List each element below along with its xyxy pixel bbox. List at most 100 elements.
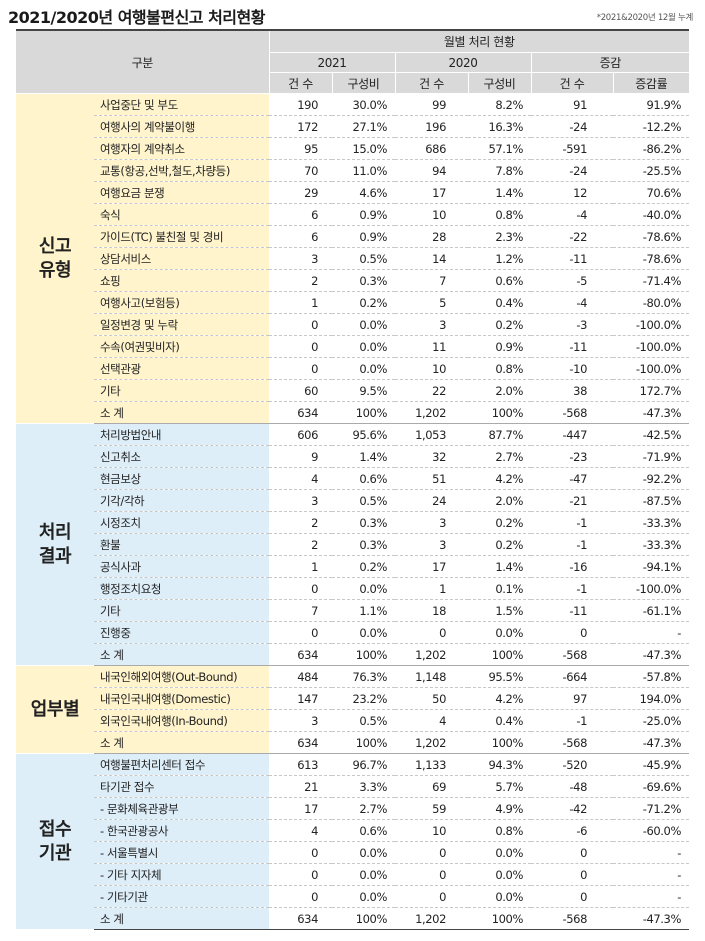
row-value: 91: [531, 93, 613, 116]
row-value: -42: [531, 797, 613, 820]
row-value: 1.1%: [332, 599, 395, 622]
table-row: 숙식 6 0.9% 10 0.8% -4 -40.0%: [16, 203, 690, 226]
row-value: 3.3%: [332, 775, 395, 798]
row-value: -664: [531, 665, 613, 688]
row-value: 24: [395, 489, 468, 512]
section-label: 업부별: [16, 665, 94, 754]
row-value: 57.1%: [468, 137, 531, 160]
row-value: -520: [531, 753, 613, 776]
row-value: 0: [269, 357, 332, 380]
table-row: - 문화체육관광부 17 2.7% 59 4.9% -42 -71.2%: [16, 797, 690, 820]
row-value: -71.2%: [613, 797, 690, 820]
row-value: -24: [531, 115, 613, 138]
row-value: -86.2%: [613, 137, 690, 160]
row-label: 여행요금 분쟁: [94, 181, 269, 204]
row-value: -69.6%: [613, 775, 690, 798]
row-value: 0.0%: [468, 621, 531, 644]
row-value: 95.6%: [332, 423, 395, 446]
table-row: 환불 2 0.3% 3 0.2% -1 -33.3%: [16, 533, 690, 556]
row-value: 686: [395, 137, 468, 160]
row-value: 0.0%: [332, 885, 395, 908]
row-value: 6: [269, 203, 332, 226]
table-row: - 서울특별시 0 0.0% 0 0.0% 0-: [16, 841, 690, 864]
row-value: 7: [269, 599, 332, 622]
row-value: 27.1%: [332, 115, 395, 138]
row-value: 0.6%: [468, 269, 531, 292]
row-value: 7.8%: [468, 159, 531, 182]
table-row: 여행사의 계약불이행 172 27.1% 196 16.3% -24 -12.2%: [16, 115, 690, 138]
row-value: 1.4%: [468, 181, 531, 204]
row-value: 69: [395, 775, 468, 798]
row-value: 196: [395, 115, 468, 138]
row-value: -87.5%: [613, 489, 690, 512]
row-label: 신고취소: [94, 445, 269, 468]
row-value: -92.2%: [613, 467, 690, 490]
row-value: 606: [269, 423, 332, 446]
subtotal-row: 소 계 634 100% 1,202 100% -568 -47.3%: [16, 731, 690, 754]
row-value: 87.7%: [468, 423, 531, 446]
row-value: 0: [269, 621, 332, 644]
row-value: 16.3%: [468, 115, 531, 138]
row-value: 0: [531, 885, 613, 908]
row-value: 0: [269, 841, 332, 864]
row-value: 172: [269, 115, 332, 138]
table-row: 기타 60 9.5% 22 2.0% 38 172.7%: [16, 379, 690, 402]
row-label: 현금보상: [94, 467, 269, 490]
row-label: 처리방법안내: [94, 423, 269, 446]
row-value: 2.0%: [468, 489, 531, 512]
row-value: -33.3%: [613, 533, 690, 556]
row-value: 1,148: [395, 665, 468, 688]
row-label: 수속(여권및비자): [94, 335, 269, 358]
row-value: 0.0%: [332, 621, 395, 644]
row-value: -94.1%: [613, 555, 690, 578]
row-label: 가이드(TC) 불친절 및 경비: [94, 225, 269, 248]
row-value: -1: [531, 577, 613, 600]
row-value: 0.0%: [332, 335, 395, 358]
row-label: 기각/각하: [94, 489, 269, 512]
table-row: 진행중 0 0.0% 0 0.0% 0-: [16, 621, 690, 644]
table-row: 일정변경 및 누락 0 0.0% 3 0.2% -3 -100.0%: [16, 313, 690, 336]
table-row: 쇼핑 2 0.3% 7 0.6% -5 -71.4%: [16, 269, 690, 292]
row-value: 10: [395, 819, 468, 842]
row-value: 1.2%: [468, 247, 531, 270]
row-value: 6: [269, 225, 332, 248]
table-row: 공식사과 1 0.2% 17 1.4% -16 -94.1%: [16, 555, 690, 578]
row-value: -100.0%: [613, 335, 690, 358]
row-value: 0.8%: [468, 203, 531, 226]
row-label: 내국인국내여행(Domestic): [94, 687, 269, 710]
row-value: 76.3%: [332, 665, 395, 688]
row-label: 소 계: [94, 401, 269, 424]
row-value: 17: [395, 555, 468, 578]
row-value: 94.3%: [468, 753, 531, 776]
row-value: 0.6%: [332, 819, 395, 842]
row-value: 0: [269, 335, 332, 358]
row-value: 0.2%: [468, 533, 531, 556]
row-value: 0.2%: [332, 555, 395, 578]
table-row: 시정조치 2 0.3% 3 0.2% -1 -33.3%: [16, 511, 690, 534]
row-value: 17: [395, 181, 468, 204]
row-value: 0: [269, 885, 332, 908]
row-value: 1,053: [395, 423, 468, 446]
row-label: 진행중: [94, 621, 269, 644]
row-value: 0.9%: [332, 225, 395, 248]
row-value: 0.3%: [332, 269, 395, 292]
row-value: 70.6%: [613, 181, 690, 204]
row-value: -6: [531, 819, 613, 842]
row-value: 0.5%: [332, 247, 395, 270]
subtotal-row: 소 계 634 100% 1,202 100% -568 -47.3%: [16, 643, 690, 666]
header-gubun: 구분: [16, 30, 269, 94]
row-value: 2: [269, 533, 332, 556]
section-label: 처리 결과: [16, 423, 94, 666]
row-value: 0.2%: [468, 313, 531, 336]
row-value: -10: [531, 357, 613, 380]
row-value: -11: [531, 599, 613, 622]
row-value: 0.1%: [468, 577, 531, 600]
row-value: 29: [269, 181, 332, 204]
table-row: - 한국관광공사 4 0.6% 10 0.8% -6 -60.0%: [16, 819, 690, 842]
row-value: 634: [269, 401, 332, 424]
row-value: 1: [269, 291, 332, 314]
row-label: 교통(항공,선박,철도,차량등): [94, 159, 269, 182]
row-value: 100%: [468, 907, 531, 930]
row-label: 소 계: [94, 643, 269, 666]
row-label: 상담서비스: [94, 247, 269, 270]
